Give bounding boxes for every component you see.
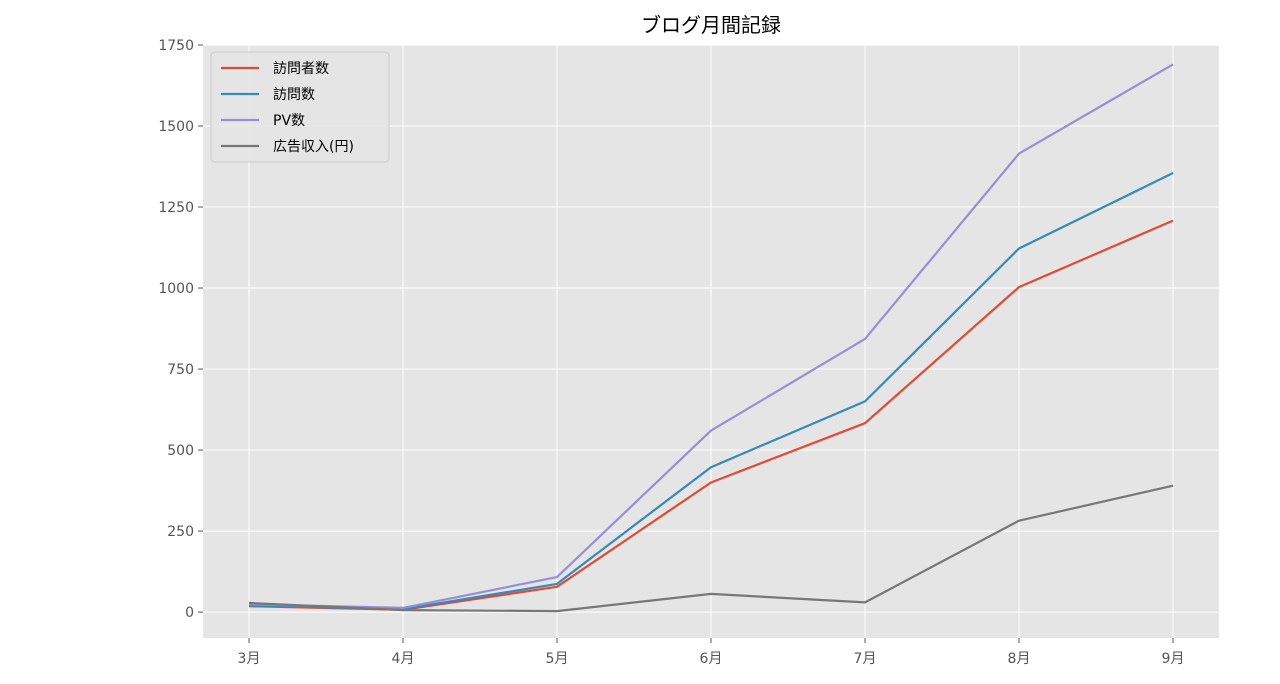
legend-box <box>210 51 390 163</box>
y-tick-label: 250 <box>167 524 194 540</box>
x-tick-label: 8月 <box>1008 651 1031 667</box>
y-tick-label: 1000 <box>158 281 194 297</box>
legend-label: 訪問者数 <box>273 61 329 77</box>
legend-label: PV数 <box>273 113 305 129</box>
y-tick-label: 1250 <box>158 200 194 216</box>
y-tick-label: 0 <box>185 605 194 621</box>
series-group <box>248 63 1174 613</box>
x-tick-label: 3月 <box>238 651 261 667</box>
legend-label: 広告収入(円) <box>273 139 354 155</box>
axes: 0 250 500 750 1000 1250 1500 1750 3月 4月 5月 6月 7月 8月 9月 <box>158 38 1184 667</box>
y-tick-label: 1750 <box>158 38 194 54</box>
y-tick-label: 750 <box>167 362 194 378</box>
legend-label: 訪問数 <box>273 87 315 103</box>
series-line <box>248 484 1174 613</box>
x-tick-label: 6月 <box>700 651 723 667</box>
x-tick-label: 9月 <box>1162 651 1185 667</box>
series-line <box>248 63 1174 610</box>
x-tick-label: 7月 <box>854 651 877 667</box>
x-tick-label: 5月 <box>546 651 569 667</box>
chart-title: ブログ月間記録 <box>641 13 781 37</box>
y-tick-label: 1500 <box>158 119 194 135</box>
y-tick-label: 500 <box>167 443 194 459</box>
x-tick-label: 4月 <box>392 651 415 667</box>
